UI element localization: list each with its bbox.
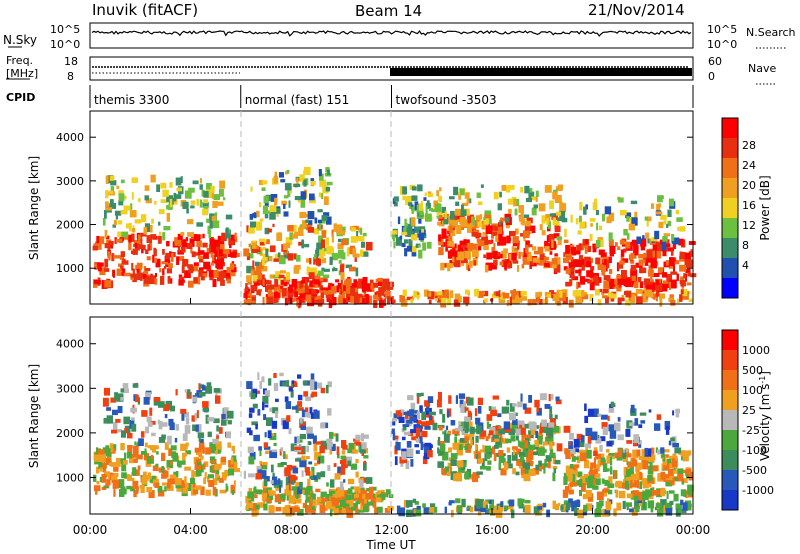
noise-right-tick-top: 10^5 <box>707 23 737 36</box>
velocity-panel: 1000 2000 3000 4000 Slant Range [km] <box>27 316 694 519</box>
y-tick-label: 1000 <box>56 262 84 275</box>
colorbar-tick-label: -500 <box>742 464 767 477</box>
y-tick-label: 2000 <box>56 427 84 440</box>
y-tick-label: 2000 <box>56 219 84 232</box>
x-tick-label: 20:00 <box>575 523 610 537</box>
colorbar-tick-label: -1000 <box>742 484 774 497</box>
cpid-segment-label: twofsound -3503 <box>396 93 497 107</box>
colorbar-swatch <box>722 238 738 259</box>
colorbar-swatch <box>722 350 738 371</box>
cpid-panel: CPID themis 3300 normal (fast) 151 twofsou… <box>6 85 694 108</box>
nave-tick-bottom: 0 <box>708 70 715 83</box>
noise-panel: N.Sky 10^5 10^0 10^5 10^0 N.Search <box>3 22 796 51</box>
x-tick-label: 04:00 <box>173 523 208 537</box>
colorbar-tick-label: 16 <box>742 199 756 212</box>
beam-title: Beam 14 <box>355 2 422 20</box>
colorbar-tick-label: 28 <box>742 139 756 152</box>
power-panel: 1000 2000 3000 4000 Slant Range [km] <box>27 110 697 309</box>
colorbar-tick-label: 25 <box>742 404 756 417</box>
y-tick-label: 4000 <box>56 131 84 144</box>
noise-left-tick-top: 10^5 <box>50 23 80 36</box>
colorbar-tick-label: -100 <box>742 444 767 457</box>
colorbar-swatch <box>722 158 738 179</box>
colorbar-tick-label: 1000 <box>742 344 770 357</box>
colorbar-tick-label: -25 <box>742 424 760 437</box>
colorbar-swatch <box>722 198 738 219</box>
nave-tick-top: 60 <box>708 55 722 68</box>
x-tick-label: 00:00 <box>73 523 108 537</box>
colorbar-tick-label: 12 <box>742 219 756 232</box>
y-tick-label: 1000 <box>56 471 84 484</box>
colorbar-tick-label: 24 <box>742 159 756 172</box>
x-tick-label: 16:00 <box>475 523 510 537</box>
noise-right-label: N.Search <box>746 26 796 39</box>
velocity-colorbar: 1000 500 100 25 -25 -100 -500 -1000 <box>721 329 774 511</box>
freq-panel: Freq. [MHz] 18 8 60 0 Nave <box>6 54 776 85</box>
colorbar-swatch <box>722 138 738 159</box>
freq-label-2: [MHz] <box>6 67 38 80</box>
colorbar-tick-label: 20 <box>742 179 756 192</box>
colorbar-tick-label: 4 <box>742 259 749 272</box>
freq-tick-bottom: 8 <box>67 70 74 83</box>
date-title: 21/Nov/2014 <box>588 1 685 19</box>
x-tick-label: 12:00 <box>374 523 409 537</box>
y-tick-label: 4000 <box>56 338 84 351</box>
x-tick-label: 08:00 <box>274 523 309 537</box>
colorbar-swatch <box>722 370 738 391</box>
colorbar-tick-label: 500 <box>742 364 763 377</box>
colorbar-tick-label: 100 <box>742 384 763 397</box>
colorbar-swatch <box>722 450 738 471</box>
freq-tick-top: 18 <box>64 55 78 68</box>
colorbar-swatch <box>722 410 738 431</box>
x-axis: 00:00 04:00 08:00 12:00 16:00 20:00 00:00 <box>73 298 711 537</box>
y-tick-label: 3000 <box>56 382 84 395</box>
colorbar-swatch <box>722 490 738 511</box>
y-tick-label: 3000 <box>56 175 84 188</box>
freq-label-1: Freq. <box>6 54 33 67</box>
power-ylabel: Slant Range [km] <box>27 156 41 260</box>
colorbar-swatch <box>722 258 738 279</box>
colorbar-swatch <box>722 430 738 451</box>
colorbar-swatch <box>722 470 738 491</box>
colorbar-swatch <box>722 178 738 199</box>
power-colorbar: 28 24 20 16 12 8 4 <box>721 117 756 299</box>
x-tick-label: 00:00 <box>676 523 711 537</box>
noise-left-tick-bottom: 10^0 <box>50 38 80 51</box>
colorbar-swatch <box>722 218 738 239</box>
noise-left-label: N.Sky <box>3 33 37 47</box>
velocity-ylabel: Slant Range [km] <box>27 364 41 468</box>
cpid-segment-label: themis 3300 <box>94 93 169 107</box>
station-title: Inuvik (fitACF) <box>92 1 198 19</box>
noise-right-tick-bottom: 10^0 <box>707 38 737 51</box>
colorbar-swatch <box>722 330 738 351</box>
cpid-segment-label: normal (fast) 151 <box>245 93 349 107</box>
colorbar-tick-label: 8 <box>742 239 749 252</box>
x-axis-label: Time UT <box>365 538 416 552</box>
colorbar-swatch <box>722 390 738 411</box>
power-cbar-label: Power [dB] <box>758 175 772 240</box>
nave-label: Nave <box>748 62 776 75</box>
colorbar-swatch <box>722 278 738 299</box>
vel-cbar-label: Velocity [m s-1] <box>758 371 772 461</box>
cpid-label: CPID <box>6 91 35 104</box>
colorbar-swatch <box>722 118 738 139</box>
